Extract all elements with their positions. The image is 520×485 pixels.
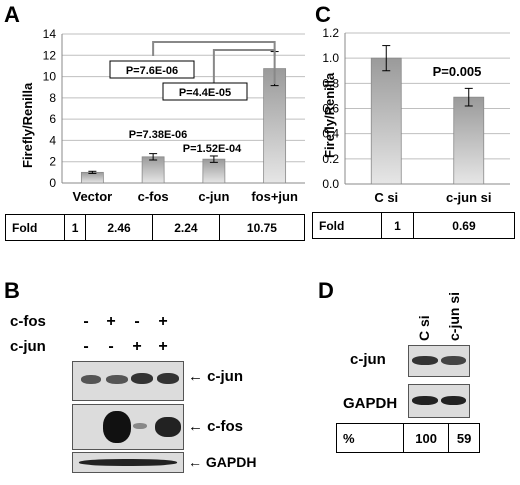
y-tick-label: 8 — [49, 91, 56, 105]
lane-sign: + — [158, 338, 168, 355]
y-tick-label: 14 — [43, 27, 57, 41]
band-label-text: GAPDH — [205, 454, 257, 470]
fold-table-a-cell: 2.24 — [151, 214, 220, 241]
lane-sign: - — [83, 338, 89, 355]
fold-table-a: Fold 1 2.46 2.24 10.75 — [5, 214, 306, 241]
panel-letter-a: A — [4, 2, 20, 27]
x-tick-label: C si — [374, 190, 398, 205]
lane-label-c-si: C si — [416, 315, 432, 341]
x-tick-label: c-jun si — [446, 190, 492, 205]
p-value-box — [109, 60, 195, 79]
significance-bracket — [212, 49, 276, 84]
fold-table-a-cell: 10.75 — [218, 214, 306, 241]
band-label-text: c-jun — [207, 368, 244, 385]
percent-table-cell: 59 — [448, 423, 480, 453]
blot-d-gapdh — [408, 384, 470, 418]
arrow-left-icon: ← — [188, 454, 202, 470]
percent-table-d: % 100 59 — [336, 423, 480, 453]
lane-sign: + — [158, 313, 168, 330]
y-tick-label: 0.4 — [322, 127, 339, 141]
y-tick-label: 2 — [49, 155, 56, 169]
y-tick-label: 4 — [49, 133, 56, 147]
band-label-d-gapdh: GAPDH — [343, 395, 398, 412]
lane-label-c-jun-si: c-jun si — [446, 291, 462, 341]
band-label-c-jun: ← c-jun — [188, 368, 243, 385]
y-tick-label: 0.6 — [322, 102, 339, 116]
blot-c-fos — [72, 404, 184, 450]
lane-sign: + — [132, 338, 142, 355]
chart-a: 0 2 4 6 8 10 12 14 Vector c-fos c-jun fos+jun P=7.6E… — [43, 27, 305, 204]
p-value-label: P=0.005 — [433, 64, 482, 79]
band-label-text: c-fos — [207, 418, 244, 435]
lane-sign: + — [106, 313, 116, 330]
fold-table-a-label: Fold — [5, 214, 65, 241]
fold-table-c-cell: 1 — [381, 212, 414, 239]
chart-a-ylabel: Firefly/Renilla — [20, 82, 35, 168]
bar — [80, 171, 104, 184]
x-tick-label: Vector — [73, 189, 113, 204]
percent-table-cell: 100 — [402, 423, 450, 453]
panel-letter-c: C — [315, 2, 331, 27]
fold-table-a-cell: 1 — [63, 214, 87, 241]
chart-c-ylabel: Firefly/Renilla — [322, 72, 337, 158]
fold-table-a-cell: 2.46 — [85, 214, 153, 241]
fold-table-c: Fold 1 0.69 — [312, 212, 516, 239]
bar — [370, 57, 402, 185]
band-label-gapdh: ← GAPDH — [188, 454, 256, 470]
chart-c: 0.0 0.2 0.4 0.6 0.8 1.0 1.2 C si c-jun si P=0.005 — [322, 26, 510, 205]
y-tick-label: 12 — [43, 48, 57, 62]
y-tick-label: 1.2 — [322, 26, 339, 40]
y-tick-label: 0 — [49, 176, 56, 190]
p-value-box — [162, 82, 248, 101]
lane-sign: - — [134, 313, 140, 330]
blot-c-jun — [72, 361, 184, 401]
blot-d-c-jun — [408, 345, 470, 377]
p-value-label: P=4.4E-05 — [179, 87, 231, 99]
p-value-label: P=1.52E-04 — [183, 143, 242, 155]
x-tick-label: c-fos — [138, 189, 169, 204]
band-label-d-c-jun: c-jun — [350, 351, 386, 368]
panel-letter-b: B — [4, 278, 20, 303]
lane-sign: - — [108, 338, 114, 355]
x-tick-label: fos+jun — [251, 189, 298, 204]
y-tick-label: 1.0 — [322, 51, 339, 65]
fold-table-c-cell: 0.69 — [412, 212, 516, 239]
lane-sign: - — [83, 313, 89, 330]
y-tick-label: 0.0 — [322, 177, 339, 191]
y-tick-label: 0.8 — [322, 76, 339, 90]
x-tick-label: c-jun — [198, 189, 229, 204]
bar — [141, 156, 165, 184]
bar — [453, 96, 485, 185]
row-label-c-fos: c-fos — [10, 313, 46, 330]
band-label-c-fos: ← c-fos — [188, 418, 243, 435]
arrow-left-icon: ← — [188, 368, 203, 385]
p-value-label: P=7.6E-06 — [126, 65, 178, 77]
row-label-c-jun: c-jun — [10, 338, 46, 355]
p-value-label: P=7.38E-06 — [129, 129, 187, 141]
y-tick-label: 6 — [49, 112, 56, 126]
blot-gapdh — [72, 452, 184, 473]
arrow-left-icon: ← — [188, 418, 203, 435]
percent-table-label: % — [336, 423, 404, 453]
y-tick-label: 10 — [43, 70, 57, 84]
panel-letter-d: D — [318, 278, 334, 303]
y-tick-label: 0.2 — [322, 152, 339, 166]
fold-table-c-label: Fold — [312, 212, 382, 239]
